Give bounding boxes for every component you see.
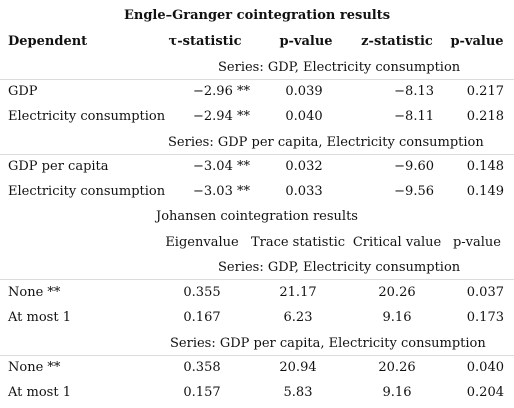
- p-value-cell: 0.039: [285, 84, 323, 99]
- p-value-cell: 0.217: [466, 84, 504, 99]
- p-value-cell: 0.149: [466, 184, 504, 199]
- dependent-cell: GDP per capita: [8, 159, 109, 174]
- table-row: Electricity consumption −3.03 ** 0.033 −…: [0, 182, 514, 202]
- eigenvalue-cell: 0.358: [183, 360, 221, 375]
- p-value-cell: 0.218: [466, 109, 504, 124]
- z-cell: −8.13: [394, 84, 434, 99]
- johansen-series-1-row: Series: GDP, Electricity consumption: [0, 258, 514, 278]
- hypothesis-cell: At most 1: [8, 385, 71, 400]
- p-value-cell: 0.032: [285, 159, 323, 174]
- p-value-cell: 0.173: [466, 310, 504, 325]
- johansen-title: Johansen cointegration results: [156, 209, 358, 224]
- divider: [0, 154, 514, 155]
- table-row: At most 1 0.167 6.23 9.16 0.173: [0, 308, 514, 328]
- tau-cell: −3.03 **: [193, 184, 250, 199]
- dependent-cell: Electricity consumption: [8, 184, 166, 199]
- critical-cell: 9.16: [382, 310, 412, 325]
- johansen-series-1-label: Series: GDP, Electricity consumption: [218, 260, 461, 275]
- tau-cell: −2.96 **: [193, 84, 250, 99]
- johansen-title-row: Johansen cointegration results: [0, 207, 514, 227]
- johansen-header-row: Eigenvalue Trace statistic Critical valu…: [0, 233, 514, 253]
- engle-series-1-label: Series: GDP, Electricity consumption: [218, 60, 461, 75]
- table-row: GDP per capita −3.04 ** 0.032 −9.60 0.14…: [0, 157, 514, 177]
- header-eigenvalue: Eigenvalue: [165, 235, 239, 250]
- z-cell: −9.60: [394, 159, 434, 174]
- p-value-cell: 0.033: [285, 184, 323, 199]
- p-value-cell: 0.040: [466, 360, 504, 375]
- engle-series-2-row: Series: GDP per capita, Electricity cons…: [0, 133, 514, 153]
- header-z-statistic: z-statistic: [361, 34, 433, 49]
- table-row: At most 1 0.157 5.83 9.16 0.204: [0, 383, 514, 403]
- trace-cell: 21.17: [279, 285, 317, 300]
- divider: [0, 279, 514, 280]
- table-row: Electricity consumption −2.94 ** 0.040 −…: [0, 107, 514, 127]
- hypothesis-cell: At most 1: [8, 310, 71, 325]
- divider: [0, 79, 514, 80]
- header-tau-statistic: τ-statistic: [168, 34, 242, 49]
- divider: [0, 355, 514, 356]
- header-dependent: Dependent: [8, 34, 88, 49]
- hypothesis-cell: None **: [8, 360, 61, 375]
- tau-cell: −2.94 **: [193, 109, 250, 124]
- p-value-cell: 0.040: [285, 109, 323, 124]
- header-p-value: p-value: [452, 235, 502, 250]
- johansen-series-2-label: Series: GDP per capita, Electricity cons…: [170, 336, 486, 351]
- trace-cell: 20.94: [279, 360, 317, 375]
- eigenvalue-cell: 0.355: [183, 285, 221, 300]
- critical-cell: 20.26: [378, 285, 416, 300]
- table-row: GDP −2.96 ** 0.039 −8.13 0.217: [0, 82, 514, 102]
- table-row: None ** 0.358 20.94 20.26 0.040: [0, 358, 514, 378]
- johansen-series-2-row: Series: GDP per capita, Electricity cons…: [0, 334, 514, 354]
- z-cell: −8.11: [394, 109, 434, 124]
- engle-series-2-label: Series: GDP per capita, Electricity cons…: [168, 135, 484, 150]
- tau-cell: −3.04 **: [193, 159, 250, 174]
- dependent-cell: Electricity consumption: [8, 109, 166, 124]
- engle-granger-header-row: Dependent τ-statistic p-value z-statisti…: [0, 32, 514, 52]
- trace-cell: 6.23: [283, 310, 313, 325]
- header-critical-value: Critical value: [352, 235, 442, 250]
- header-p-value-2: p-value: [450, 34, 504, 49]
- hypothesis-cell: None **: [8, 285, 61, 300]
- engle-granger-title-row: Engle–Granger cointegration results: [0, 6, 514, 26]
- dependent-cell: GDP: [8, 84, 38, 99]
- p-value-cell: 0.204: [466, 385, 504, 400]
- p-value-cell: 0.037: [466, 285, 504, 300]
- eigenvalue-cell: 0.157: [183, 385, 221, 400]
- header-p-value-1: p-value: [279, 34, 333, 49]
- engle-granger-title: Engle–Granger cointegration results: [123, 8, 391, 23]
- critical-cell: 9.16: [382, 385, 412, 400]
- engle-series-1-row: Series: GDP, Electricity consumption: [0, 58, 514, 78]
- eigenvalue-cell: 0.167: [183, 310, 221, 325]
- p-value-cell: 0.148: [466, 159, 504, 174]
- header-trace-statistic: Trace statistic: [250, 235, 346, 250]
- critical-cell: 20.26: [378, 360, 416, 375]
- z-cell: −9.56: [394, 184, 434, 199]
- table-row: None ** 0.355 21.17 20.26 0.037: [0, 283, 514, 303]
- trace-cell: 5.83: [283, 385, 313, 400]
